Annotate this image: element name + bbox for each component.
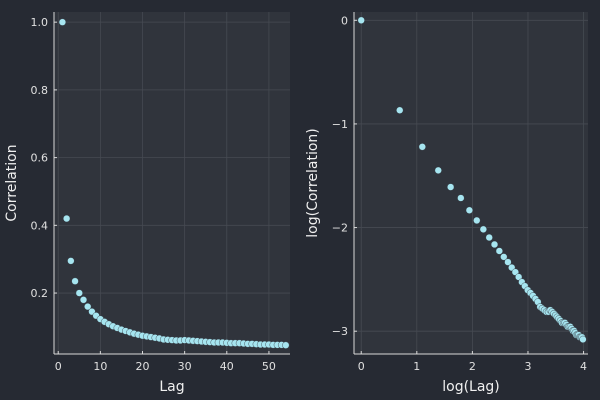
data-point [79, 296, 88, 304]
data-point [479, 225, 487, 233]
x-tick-label: 10 [93, 360, 107, 373]
x-axis-label: Lag [159, 379, 184, 395]
data-point [457, 194, 465, 202]
x-tick-label: 50 [262, 360, 276, 373]
x-tick-label: 0 [358, 360, 365, 373]
data-point [71, 277, 79, 285]
data-point [473, 216, 481, 225]
y-axis-label: Correlation [4, 144, 20, 221]
data-point [418, 143, 426, 151]
data-point [490, 240, 499, 249]
x-axis-label: log(Lag) [442, 379, 500, 395]
data-point [500, 253, 508, 261]
y-tick-label: −2 [332, 222, 348, 235]
x-tick-label: 40 [220, 360, 234, 373]
data-point [63, 214, 71, 223]
data-point [84, 302, 92, 311]
chart-panel-1: 0 10 20 30 40 50 0.2 0.4 0.6 0.8 1.0 Lag Correlation [4, 12, 290, 395]
data-point [465, 206, 473, 214]
plot-area [54, 12, 290, 354]
y-tick-label: −1 [332, 118, 348, 131]
y-tick-label: 1.0 [31, 16, 49, 29]
data-point [495, 247, 503, 255]
data-point [396, 106, 404, 114]
x-tick-label: 4 [580, 360, 587, 373]
x-tick-label: 0 [55, 360, 62, 373]
data-point [579, 335, 587, 343]
y-axis-label: log(Correlation) [305, 128, 321, 237]
x-tick-label: 1 [413, 360, 420, 373]
x-tick-label: 3 [524, 360, 531, 373]
data-point [67, 257, 75, 265]
chart-panel-2: 0 1 2 3 4 −3 −2 −1 0 log(Lag) log(Correlation) [305, 12, 588, 395]
data-point [485, 233, 493, 242]
data-point [504, 258, 512, 266]
y-tick-label: 0.6 [31, 152, 49, 165]
y-tick-label: 0 [341, 14, 348, 27]
data-point [282, 341, 290, 349]
x-tick-label: 30 [178, 360, 192, 373]
y-tick-label: 0.2 [31, 287, 49, 300]
plot-area [354, 12, 588, 354]
data-point [447, 183, 455, 191]
y-tick-label: −3 [332, 325, 348, 338]
data-point [58, 18, 67, 26]
x-tick-label: 20 [136, 360, 150, 373]
data-point [434, 166, 442, 174]
data-point [357, 16, 365, 24]
y-tick-label: 0.4 [31, 219, 49, 232]
data-point [75, 289, 83, 297]
y-tick-label: 0.8 [31, 84, 49, 97]
x-tick-label: 2 [469, 360, 476, 373]
